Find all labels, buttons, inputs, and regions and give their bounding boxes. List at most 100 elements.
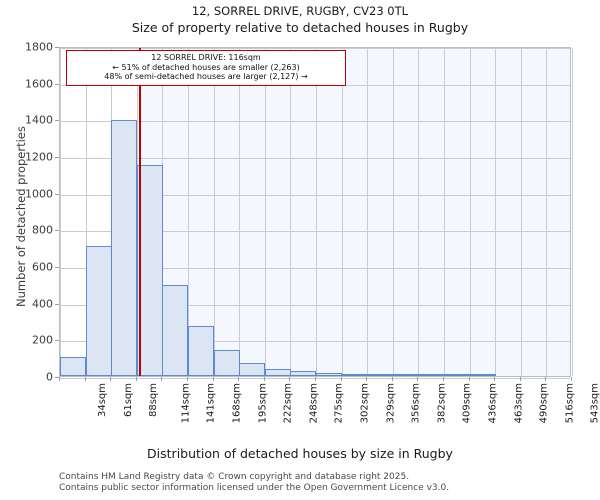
x-axis-tick-mark	[136, 377, 137, 381]
y-axis-tick-label: 0	[46, 370, 53, 384]
y-axis-tick-mark	[55, 47, 59, 48]
x-axis-tick-mark	[289, 377, 290, 381]
y-axis-tick-label: 1400	[25, 113, 53, 127]
x-axis-tick-mark	[443, 377, 444, 381]
y-axis-tick-label: 1000	[25, 187, 53, 201]
grid-line-vertical	[444, 48, 445, 376]
y-axis-tick-mark	[55, 230, 59, 232]
y-axis-tick-label: 1600	[25, 77, 53, 91]
grid-line-vertical	[86, 48, 87, 376]
x-axis-tick-mark	[110, 377, 111, 381]
grid-line-horizontal	[60, 304, 570, 306]
x-axis-tick-label: 61sqm	[122, 383, 134, 418]
x-axis-tick-mark	[417, 377, 418, 381]
histogram-bar	[444, 374, 470, 376]
y-axis-tick-label: 800	[32, 223, 53, 237]
footer-line-2: Contains public sector information licen…	[59, 483, 450, 493]
y-axis-tick-mark	[55, 267, 59, 268]
histogram-bar	[188, 325, 214, 376]
grid-line-vertical	[367, 48, 368, 376]
page-title: 12, SORREL DRIVE, RUGBY, CV23 0TL	[191, 4, 409, 18]
annotation-line-1: 12 SORREL DRIVE: 116sqm	[151, 53, 261, 62]
x-axis-tick-label: 463sqm	[512, 383, 524, 424]
property-marker-line	[139, 48, 141, 376]
x-axis-tick-label: 141sqm	[205, 383, 217, 424]
histogram-bar	[418, 374, 444, 376]
x-axis-tick-label: 329sqm	[384, 383, 396, 424]
x-axis-tick-label: 248sqm	[308, 383, 320, 424]
histogram-bar	[342, 374, 368, 376]
y-axis-tick-mark	[55, 83, 59, 85]
footer-attribution: Contains HM Land Registry data © Crown c…	[59, 472, 579, 494]
x-axis-tick-label: 490sqm	[538, 383, 550, 424]
x-axis-tick-label: 302sqm	[359, 383, 371, 424]
chart-title-block: 12, SORREL DRIVE, RUGBY, CV23 0TL Size o…	[0, 4, 600, 36]
x-axis-tick-label: 356sqm	[410, 383, 422, 424]
grid-line-vertical	[60, 48, 61, 376]
histogram-bar	[265, 369, 291, 376]
histogram-bar	[86, 245, 112, 376]
histogram-bar	[137, 165, 163, 376]
grid-line-horizontal	[60, 158, 570, 159]
x-axis-tick-label: 543sqm	[589, 383, 600, 424]
x-axis-tick-label: 34sqm	[97, 383, 109, 418]
x-axis-tick-mark	[469, 377, 470, 381]
histogram-bar	[470, 374, 496, 376]
grid-line-vertical	[572, 48, 573, 376]
x-axis-tick-mark	[213, 377, 214, 381]
x-axis-tick-mark	[187, 377, 188, 381]
y-axis-tick-mark	[55, 377, 59, 378]
x-axis-tick-label: 382sqm	[436, 383, 448, 424]
x-axis-tick-mark	[315, 377, 316, 381]
bar-series	[60, 48, 570, 376]
histogram-bar	[162, 285, 188, 376]
x-axis-tick-mark	[341, 377, 342, 381]
x-axis-tick-label: 88sqm	[148, 383, 160, 418]
x-axis-tick-mark	[545, 377, 546, 381]
y-axis-tick-mark	[55, 120, 59, 122]
grid-line-vertical	[188, 48, 189, 376]
y-axis-tick-label: 400	[32, 297, 53, 311]
y-axis-tick-mark	[55, 303, 59, 305]
x-axis-tick-mark	[571, 377, 572, 381]
grid-line-horizontal	[60, 268, 570, 269]
plot-area	[59, 47, 573, 379]
chart-subtitle: Size of property relative to detached ho…	[131, 20, 469, 35]
histogram-bar	[239, 362, 265, 376]
x-axis-tick-mark	[85, 377, 86, 381]
grid-line-horizontal	[60, 341, 570, 343]
property-annotation-box: 12 SORREL DRIVE: 116sqm ← 51% of detache…	[66, 50, 346, 86]
y-axis-tick-mark	[55, 157, 59, 158]
x-axis-tick-mark	[161, 377, 162, 381]
x-axis-tick-label: 436sqm	[487, 383, 499, 424]
grid-line-vertical	[342, 48, 343, 376]
x-axis-tick-mark	[520, 377, 521, 381]
histogram-bar	[316, 373, 342, 376]
grid-line-horizontal	[60, 121, 570, 123]
y-axis-tick-mark	[55, 340, 59, 342]
histogram-bar	[367, 374, 393, 376]
x-axis-tick-mark	[264, 377, 265, 381]
grid-line-vertical	[265, 48, 266, 376]
x-axis-tick-label: 275sqm	[333, 383, 345, 424]
x-axis-tick-mark	[366, 377, 367, 381]
x-axis-tick-label: 195sqm	[256, 383, 268, 424]
footer-line-1: Contains HM Land Registry data © Crown c…	[59, 472, 410, 482]
x-axis-title: Distribution of detached houses by size …	[147, 446, 453, 461]
histogram-bar	[60, 356, 86, 376]
histogram-bar	[214, 349, 240, 376]
grid-line-vertical	[393, 48, 394, 376]
y-axis-tick-label: 600	[32, 260, 53, 274]
x-axis-tick-mark	[392, 377, 393, 381]
grid-line-vertical	[316, 48, 317, 376]
y-axis-tick-label: 1800	[25, 40, 53, 54]
grid-line-horizontal	[60, 48, 570, 49]
annotation-line-2: ← 51% of detached houses are smaller (2,…	[112, 62, 300, 72]
grid-line-vertical	[521, 48, 522, 376]
histogram-bar	[111, 120, 137, 376]
annotation-line-3: 48% of semi-detached houses are larger (…	[104, 72, 308, 82]
x-axis-tick-label: 168sqm	[231, 383, 243, 424]
grid-line-horizontal	[60, 194, 570, 196]
x-axis-tick-label: 516sqm	[564, 383, 576, 424]
